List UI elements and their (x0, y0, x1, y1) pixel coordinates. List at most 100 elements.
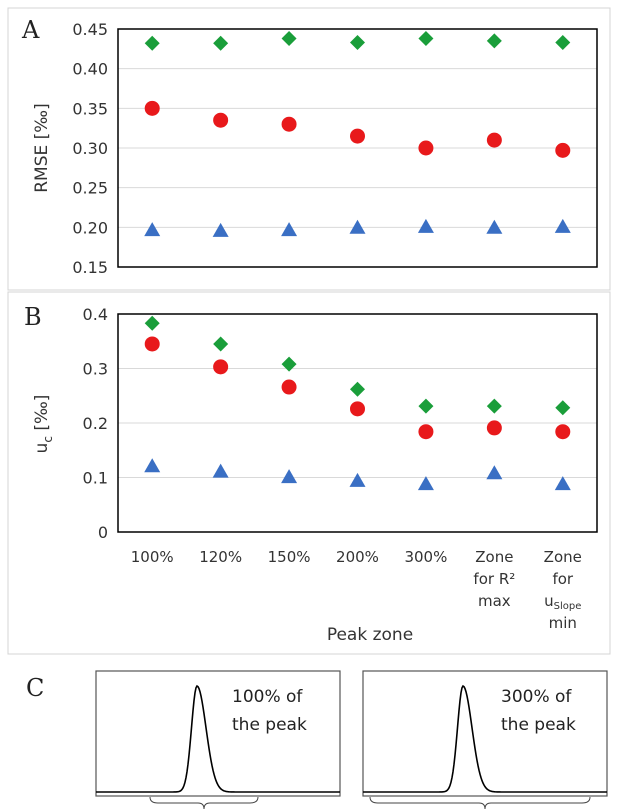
chart-b-point-circle-3 (350, 401, 365, 417)
chart-b-point-circle-1 (213, 359, 229, 375)
chart-a-point-triangle-4 (417, 218, 434, 233)
peak-300-curve (363, 684, 607, 793)
chart-a-point-diamond-6 (555, 34, 571, 50)
chart-b-point-triangle-1 (212, 463, 229, 478)
chart-a-point-circle-3 (350, 128, 365, 144)
chart-b-y-tick-label: 0.4 (83, 305, 108, 324)
chart-a-point-diamond-1 (213, 35, 229, 51)
chart-b-category-labels: 100% 120% 150% 200% 300% Zone for R² max Zone for… (131, 548, 582, 632)
peak-diagram-300: 300% of the peak (362, 670, 608, 810)
chart-a-y-tick-label: 0.25 (72, 179, 108, 198)
chart-b-grid (118, 313, 597, 533)
chart-b-y-tick-label: 0 (98, 523, 108, 542)
chart-b-points (144, 315, 571, 491)
chart-a-point-circle-0 (144, 100, 160, 116)
chart-b-point-triangle-4 (417, 476, 434, 491)
peak-100-label-line2: the peak (232, 715, 307, 735)
chart-a-point-triangle-1 (212, 222, 229, 237)
panel-b-frame (7, 291, 611, 655)
chart-b-y-label-unit: [‰] (32, 395, 52, 436)
chart-b-y-ticks: 0 0.1 0.2 0.3 0.4 (83, 305, 108, 542)
chart-a-y-label: RMSE [‰] (32, 103, 52, 193)
chart-b-category-label: Zone (475, 548, 513, 566)
chart-a-point-triangle-6 (554, 218, 571, 233)
chart-b-point-diamond-3 (350, 381, 365, 397)
chart-b-point-triangle-0 (144, 458, 161, 473)
chart-b-point-circle-6 (555, 424, 571, 440)
chart-b-category-label: 100% (131, 548, 174, 566)
chart-b: 0 0.1 0.2 0.3 0.4 100% 120% 150% 200% 300% Zone fo… (32, 305, 598, 645)
chart-b-y-tick-label: 0.1 (83, 469, 108, 488)
chart-a-point-diamond-4 (418, 31, 434, 47)
chart-a-point-diamond-3 (350, 34, 365, 50)
chart-a-plot-border (117, 28, 598, 268)
chart-b-point-diamond-4 (418, 398, 434, 414)
chart-b-point-triangle-5 (486, 465, 503, 480)
chart-a-point-circle-5 (486, 132, 502, 148)
peak-100-curve (96, 684, 340, 793)
panel-letter-c: C (26, 674, 44, 702)
chart-b-category-label: 150% (268, 548, 311, 566)
chart-b-point-diamond-5 (486, 398, 502, 414)
chart-a-y-tick-label: 0.30 (72, 139, 108, 158)
chart-a-point-diamond-2 (281, 31, 297, 47)
peak-100-label-line1: 100% of (232, 687, 303, 707)
chart-b-point-diamond-6 (555, 400, 571, 416)
chart-a-point-triangle-5 (486, 219, 503, 234)
chart-b-point-triangle-3 (349, 472, 366, 487)
chart-a-point-triangle-3 (349, 219, 366, 234)
peak-300-zone-brace (369, 796, 591, 810)
chart-b-category-label: max (478, 592, 511, 610)
peak-100-zone-brace (149, 796, 259, 810)
peak-diagram-100-frame (95, 670, 341, 797)
chart-b-y-label: uc [‰] (32, 395, 55, 454)
chart-a-y-ticks: 0.15 0.20 0.25 0.30 0.35 0.40 0.45 (72, 20, 108, 277)
chart-b-point-circle-4 (418, 424, 434, 440)
chart-a-y-tick-label: 0.20 (72, 218, 108, 237)
panel-letter-a: A (21, 16, 40, 44)
chart-b-category-label: for (552, 570, 573, 588)
chart-a-point-diamond-5 (486, 33, 502, 49)
chart-b-category-label: uSlope (544, 592, 581, 612)
peak-300-label-line1: 300% of (501, 687, 572, 707)
chart-b-category-label: 200% (336, 548, 379, 566)
chart-b-category-label: for R² (473, 570, 515, 588)
peak-diagram-100: 100% of the peak (95, 670, 341, 810)
chart-a-y-tick-label: 0.15 (72, 258, 108, 277)
chart-a-point-circle-6 (555, 142, 571, 158)
chart-b-category-label: 120% (199, 548, 242, 566)
chart-b-y-label-sub: c (41, 436, 55, 443)
panel-letter-b: B (24, 303, 42, 331)
chart-b-category-label: Zone (544, 548, 582, 566)
chart-a-point-triangle-0 (144, 222, 161, 237)
chart-a: 0.15 0.20 0.25 0.30 0.35 0.40 0.45 RMSE [‰] (32, 20, 598, 277)
peak-diagrams: 100% of the peak 300% of the peak (95, 670, 608, 810)
chart-b-category-label: min (549, 614, 577, 632)
chart-b-point-triangle-2 (281, 469, 298, 484)
chart-b-point-circle-2 (281, 379, 297, 395)
chart-a-point-diamond-0 (144, 35, 160, 51)
chart-a-point-circle-1 (213, 112, 229, 128)
chart-b-category-label: 300% (404, 548, 447, 566)
peak-300-label-line2: the peak (501, 715, 576, 735)
chart-a-point-triangle-2 (281, 222, 298, 237)
chart-a-points (144, 31, 571, 237)
chart-a-y-tick-label: 0.45 (72, 20, 108, 39)
chart-a-y-tick-label: 0.40 (72, 60, 108, 79)
panel-a-frame (7, 7, 611, 291)
chart-b-y-label-main: u (32, 443, 52, 454)
chart-a-y-tick-label: 0.35 (72, 99, 108, 118)
peak-diagram-300-frame (362, 670, 608, 797)
chart-b-point-circle-5 (486, 420, 502, 436)
chart-a-point-circle-2 (281, 116, 297, 132)
chart-a-point-circle-4 (418, 140, 434, 156)
chart-b-point-diamond-2 (281, 356, 297, 372)
chart-b-point-circle-0 (144, 336, 160, 352)
chart-b-x-label: Peak zone (327, 625, 413, 645)
chart-b-point-diamond-0 (144, 315, 160, 331)
chart-b-y-tick-label: 0.3 (83, 360, 108, 379)
chart-b-plot-border (117, 313, 598, 533)
chart-b-y-tick-label: 0.2 (83, 414, 108, 433)
chart-b-point-diamond-1 (213, 336, 229, 352)
